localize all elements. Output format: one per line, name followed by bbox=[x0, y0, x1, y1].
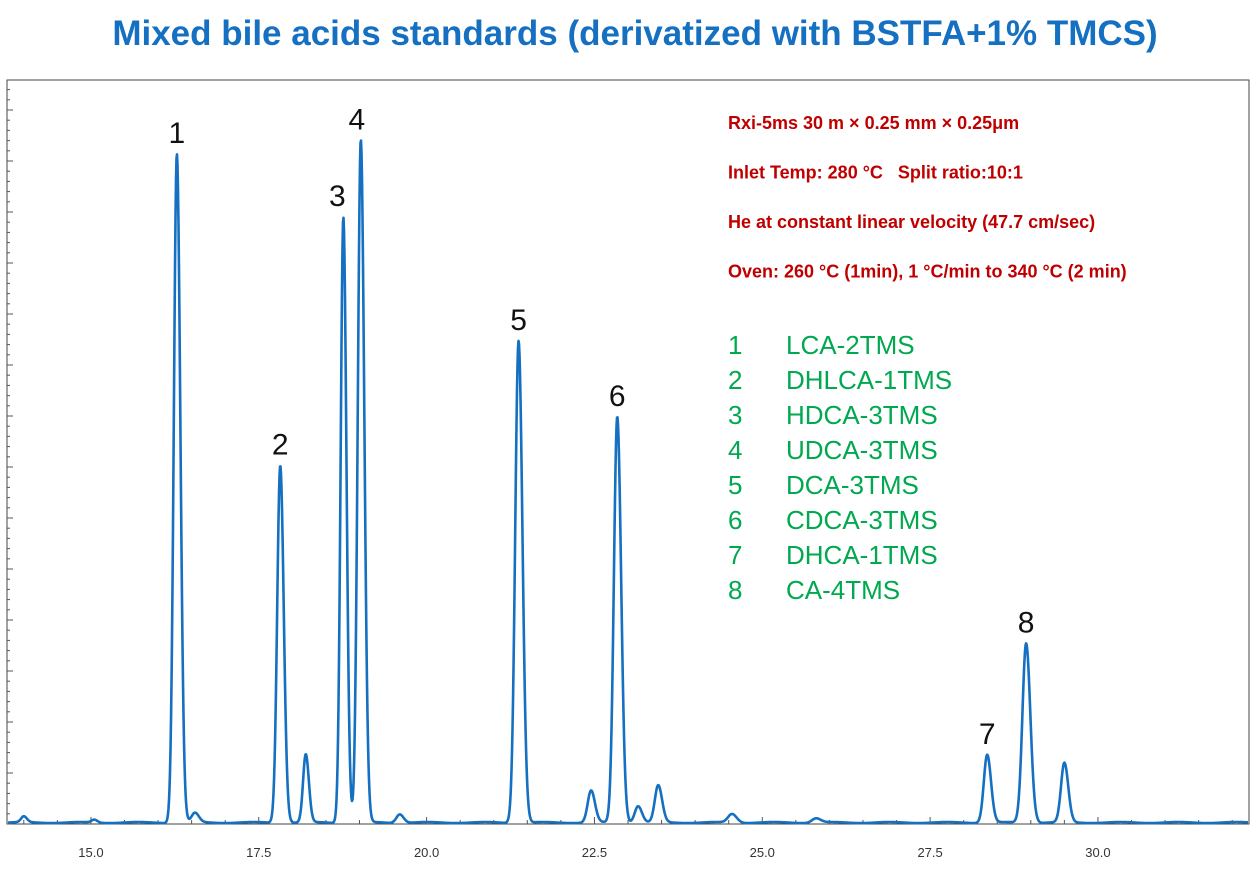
x-tick-label: 20.0 bbox=[414, 845, 439, 860]
legend-number: 6 bbox=[728, 505, 742, 535]
legend-number: 3 bbox=[728, 400, 742, 430]
peak-label-1: 1 bbox=[169, 117, 186, 150]
legend-number: 1 bbox=[728, 330, 742, 360]
condition-line: He at constant linear velocity (47.7 cm/… bbox=[728, 212, 1095, 232]
legend-compound: DCA-3TMS bbox=[786, 470, 919, 500]
legend-compound: CA-4TMS bbox=[786, 575, 900, 605]
legend-compound: LCA-2TMS bbox=[786, 330, 915, 360]
x-tick-label: 22.5 bbox=[582, 845, 607, 860]
x-tick-label: 17.5 bbox=[246, 845, 271, 860]
compound-legend: 1 LCA-2TMS 2 DHLCA-1TMS 3 HDCA-3TMS 4 UDCA-3TMS… bbox=[728, 330, 952, 605]
plot-frame bbox=[6, 79, 1250, 825]
x-tick-label: 15.0 bbox=[78, 845, 103, 860]
legend-compound: HDCA-3TMS bbox=[786, 400, 938, 430]
x-tick-label: 30.0 bbox=[1085, 845, 1110, 860]
legend-number: 5 bbox=[728, 470, 742, 500]
peak-labels: 1 2 3 4 5 6 7 8 bbox=[169, 103, 1035, 751]
condition-line: Inlet Temp: 280 °C Split ratio:10:1 bbox=[728, 163, 1023, 183]
legend-compound: UDCA-3TMS bbox=[786, 435, 938, 465]
legend-number: 2 bbox=[728, 365, 742, 395]
chromatogram-trace bbox=[7, 139, 1249, 825]
peak-label-2: 2 bbox=[272, 428, 289, 461]
peak-label-3: 3 bbox=[329, 180, 346, 213]
condition-line: Rxi-5ms 30 m × 0.25 mm × 0.25μm bbox=[728, 113, 1019, 133]
peak-label-5: 5 bbox=[510, 304, 527, 337]
method-conditions: Rxi-5ms 30 m × 0.25 mm × 0.25μm Inlet Tem… bbox=[728, 113, 1127, 282]
x-tick-label: 27.5 bbox=[917, 845, 942, 860]
peak-label-6: 6 bbox=[609, 380, 626, 413]
x-tick-label: 25.0 bbox=[750, 845, 775, 860]
legend-compound: CDCA-3TMS bbox=[786, 505, 938, 535]
legend-number: 8 bbox=[728, 575, 742, 605]
y-axis-ticks bbox=[7, 89, 13, 825]
chart-title: Mixed bile acids standards (derivatized … bbox=[112, 14, 1158, 53]
peak-label-8: 8 bbox=[1018, 606, 1035, 639]
peak-label-7: 7 bbox=[979, 718, 996, 751]
peak-label-4: 4 bbox=[348, 103, 365, 136]
trace-layer bbox=[7, 139, 1249, 825]
condition-line: Oven: 260 °C (1min), 1 °C/min to 340 °C … bbox=[728, 262, 1127, 282]
legend-compound: DHCA-1TMS bbox=[786, 540, 938, 570]
x-axis-ticks: 15.0 17.5 20.0 22.5 25.0 27.5 30.0 bbox=[23, 817, 1233, 860]
legend-number: 7 bbox=[728, 540, 742, 570]
legend-number: 4 bbox=[728, 435, 742, 465]
legend-compound: DHLCA-1TMS bbox=[786, 365, 952, 395]
